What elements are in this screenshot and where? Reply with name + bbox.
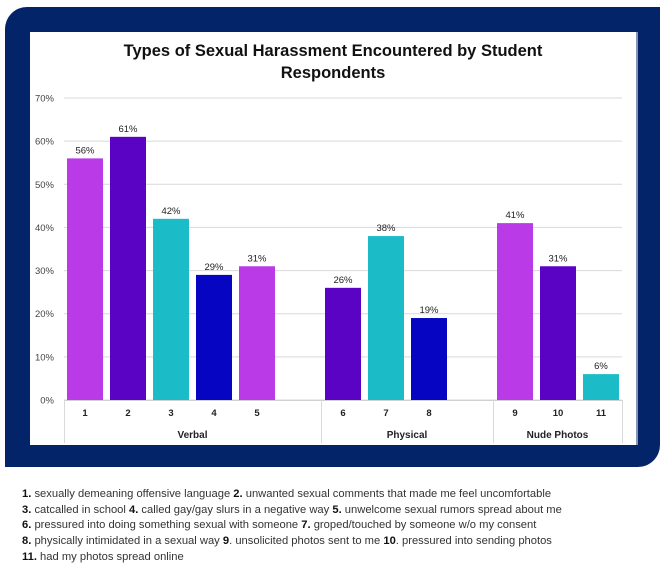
bar	[325, 287, 361, 400]
bar-chart: 0%10%20%30%40%50%60%70% 56%61%42%29%31%2…	[35, 94, 623, 443]
footnote-text: catcalled in school	[31, 503, 129, 516]
footnote-text: . pressured into sending photos	[395, 535, 552, 548]
data-label: 29%	[204, 262, 224, 273]
y-tick-label: 0%	[40, 396, 54, 407]
footnote-text: sexually demeaning offensive language	[31, 488, 234, 500]
footnote-legend: 1. sexually demeaning offensive language…	[22, 487, 662, 566]
x-tick-label: 10	[553, 408, 564, 419]
group-label: Nude Photos	[527, 430, 589, 441]
data-label: 31%	[247, 253, 267, 264]
bar	[67, 158, 103, 400]
y-tick-label: 50%	[35, 180, 55, 191]
footnote-line: 11. had my photos spread online	[22, 550, 662, 566]
footnote-number: 8.	[22, 535, 32, 548]
x-tick-label: 5	[254, 408, 260, 419]
footnote-number: 9	[222, 535, 230, 548]
data-label: 56%	[75, 145, 95, 156]
chart-title-line-1: Types of Sexual Harassment Encountered b…	[123, 42, 543, 60]
y-tick-label: 40%	[35, 223, 55, 234]
group-label: Verbal	[177, 430, 207, 441]
chart-title-line-2: Respondents	[280, 64, 386, 82]
y-tick-label: 70%	[35, 94, 55, 105]
y-tick-label: 30%	[35, 266, 55, 277]
bar	[411, 318, 447, 400]
footnote-text: pressured into doing something sexual wi…	[31, 519, 302, 532]
x-tick-label: 11	[596, 408, 607, 419]
bar	[540, 266, 576, 400]
footnote-text: groped/touched by someone w/o my consent	[310, 519, 537, 532]
x-tick-label: 6	[340, 408, 345, 419]
footnote-number: 1.	[22, 488, 32, 500]
footnote-number: 2.	[233, 488, 243, 500]
bar	[196, 274, 232, 400]
footnote-text: . unsolicited photos sent to me	[229, 535, 384, 548]
data-label: 31%	[548, 253, 568, 264]
footnote-number: 7.	[301, 519, 311, 532]
footnote-number: 3.	[22, 503, 32, 516]
y-tick-label: 60%	[35, 137, 55, 148]
footnote-line: 8. physically intimidated in a sexual wa…	[22, 534, 662, 550]
y-tick-label: 10%	[35, 352, 55, 363]
data-label: 61%	[118, 124, 138, 135]
bars: 56% 61% 42% 29% 31% 26% 38% 19% 41% 31% 6%	[67, 124, 619, 401]
data-label: 26%	[333, 275, 353, 286]
footnote-text: physically intimidated in a sexual way	[31, 535, 223, 548]
chart-title: Types of Sexual Harassment Encountered b…	[30, 40, 636, 84]
x-tick-label: 3	[168, 408, 173, 419]
x-tick-label: 1	[82, 408, 88, 419]
data-label: 19%	[419, 305, 439, 316]
bar	[583, 374, 619, 400]
footnote-text: called gay/gay slurs in a negative way	[138, 503, 333, 516]
bar	[153, 218, 189, 400]
footnote-number: 4.	[128, 503, 139, 516]
data-label: 6%	[594, 361, 608, 372]
footnote-line: 3. catcalled in school 4. called gay/gay…	[22, 503, 662, 519]
bar	[110, 136, 146, 401]
bar	[497, 223, 533, 400]
footnote-number: 5.	[332, 503, 342, 516]
footnote-number: 6.	[22, 519, 32, 532]
x-tick-label: 4	[211, 408, 217, 419]
footnote-text: had my photos spread online	[36, 550, 184, 563]
footnote-text: unwanted sexual comments that made me fe…	[242, 488, 552, 500]
footnote-number: 10	[383, 535, 396, 548]
data-label: 41%	[505, 210, 525, 221]
footnote-text: unwelcome sexual rumors spread about me	[341, 503, 562, 516]
group-label: Physical	[387, 430, 428, 441]
footnote-number: 11.	[22, 550, 37, 563]
x-axis: 1 2 3 4 5 Verbal 6 7 8 Physical 9 10 11 Nude Photos	[64, 400, 623, 443]
x-tick-label: 7	[383, 408, 388, 419]
data-label: 38%	[376, 223, 396, 234]
footnote-line: 1. sexually demeaning offensive language…	[22, 487, 662, 503]
x-tick-label: 2	[125, 408, 130, 419]
y-axis-ticks: 0% 10% 20% 30% 40% 50% 60% 70%	[35, 94, 55, 407]
y-tick-label: 20%	[35, 309, 55, 320]
x-tick-label: 8	[426, 408, 431, 419]
bar	[368, 236, 404, 400]
x-tick-label: 9	[512, 408, 517, 419]
footnote-line: 6. pressured into doing something sexual…	[22, 518, 662, 534]
data-label: 42%	[161, 206, 181, 217]
bar	[239, 266, 275, 400]
